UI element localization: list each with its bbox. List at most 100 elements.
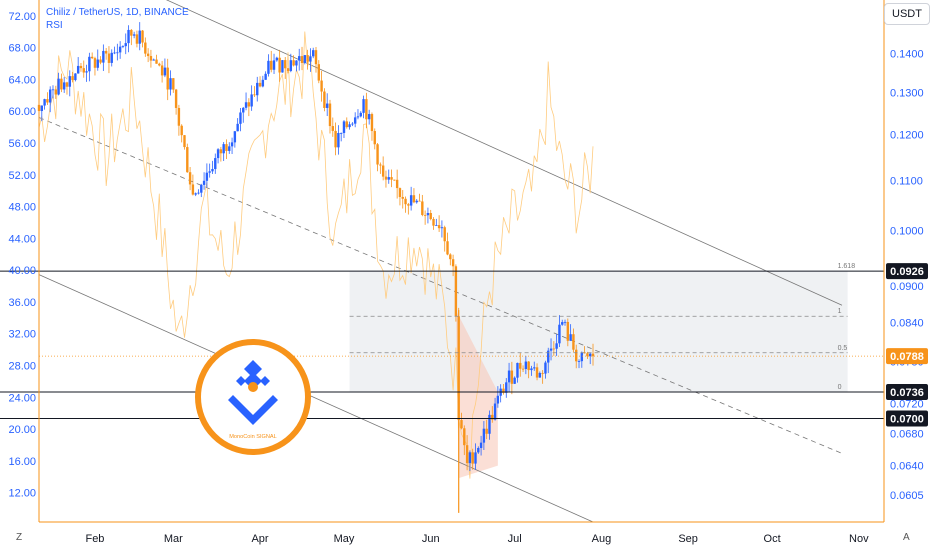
candle-body [325, 103, 329, 108]
candle-body [40, 105, 43, 112]
candle-body [239, 112, 242, 124]
candle-body [432, 219, 435, 226]
candle-body [93, 58, 97, 68]
rsi-series-line [38, 31, 594, 479]
fibonacci-level-label: 0 [838, 384, 842, 391]
x-tick-label: Feb [85, 533, 104, 545]
candle-body [124, 43, 127, 47]
candle-body [524, 361, 528, 369]
candle-body [460, 420, 463, 429]
candle-body [429, 213, 432, 220]
auto-scale-toggle[interactable]: A [903, 532, 910, 543]
candle-body [426, 213, 430, 216]
candle-body [510, 370, 514, 384]
candle-body [116, 52, 119, 54]
candle-body [421, 201, 424, 215]
candle-body [312, 50, 315, 57]
x-tick-label: Aug [592, 533, 612, 545]
candle-body [144, 42, 147, 54]
candle-body [381, 165, 385, 177]
candle-body [158, 63, 161, 66]
candle-body [320, 80, 323, 92]
candle-body [348, 124, 351, 128]
candle-body [331, 126, 334, 131]
left-tick-label: 56.00 [8, 138, 36, 150]
candle-body [236, 123, 239, 132]
candle-body [230, 142, 234, 147]
right-tick-label: 0.1100 [890, 176, 923, 188]
candle-body [337, 132, 340, 148]
fibonacci-level-label: 1 [838, 308, 842, 315]
candle-body [541, 372, 544, 374]
candle-body [407, 204, 410, 206]
price-tag-label: 0.0700 [890, 413, 924, 425]
candle-body [423, 214, 427, 216]
candle-body [267, 60, 270, 74]
candle-body [384, 176, 388, 180]
candle-body [376, 144, 379, 165]
symbol-title: Chiliz / TetherUS, 1D, BINANCE [46, 7, 189, 18]
candle-body [202, 180, 206, 185]
candle-body [418, 200, 421, 202]
candle-body [169, 78, 172, 90]
candle-body [339, 132, 343, 134]
currency-button[interactable]: USDT [884, 3, 930, 25]
price-tag-label: 0.0788 [890, 351, 924, 363]
candle-body [62, 82, 66, 90]
candle-body [79, 65, 83, 69]
candle-body [493, 403, 497, 420]
candle-body [463, 428, 466, 446]
candle-body [247, 102, 251, 107]
candle-body [572, 334, 575, 350]
candle-body [558, 324, 561, 344]
candle-body [289, 60, 293, 71]
candle-body [242, 107, 245, 113]
candle-body [292, 60, 295, 66]
price-tag-label: 0.0736 [890, 387, 924, 399]
right-tick-label: 0.1200 [890, 130, 924, 142]
candle-body [488, 414, 491, 434]
candle-body [152, 59, 155, 61]
candle-body [586, 353, 589, 357]
candle-body [160, 65, 164, 76]
x-tick-label: Apr [251, 533, 268, 545]
left-tick-label: 64.00 [8, 74, 36, 86]
candle-body [468, 452, 472, 464]
candle-body [401, 196, 404, 199]
right-tick-label: 0.0605 [890, 490, 924, 502]
right-tick-label: 0.1300 [890, 88, 924, 100]
candle-body [261, 79, 265, 87]
price-tag-box [886, 263, 928, 280]
candle-body [166, 67, 169, 90]
candle-body [583, 352, 586, 354]
binance-diamond-icon [228, 360, 278, 425]
channel-mid-line [38, 117, 843, 454]
candle-body [306, 55, 309, 62]
right-tick-label: 0.1400 [890, 49, 924, 61]
candle-body [295, 60, 298, 66]
watermark-badge: MonoCoin SIGNAL [195, 339, 311, 455]
indicator-label: RSI [46, 20, 63, 31]
right-tick-label: 0.0640 [890, 461, 924, 473]
candle-body [256, 82, 259, 96]
bitcoin-coin-icon [248, 382, 258, 392]
left-tick-label: 44.00 [8, 233, 36, 245]
candle-body [345, 121, 348, 128]
candle-body [379, 164, 382, 166]
candle-body [222, 144, 225, 154]
candle-body [194, 193, 197, 195]
candle-body [65, 82, 69, 87]
price-tag-label: 0.0926 [890, 266, 924, 278]
candle-body [454, 266, 458, 317]
candle-body [365, 99, 368, 120]
candle-body [440, 227, 444, 229]
candle-body [591, 353, 595, 357]
timezone-toggle[interactable]: Z [16, 532, 23, 543]
candle-body [465, 445, 469, 464]
candle-body [566, 321, 570, 341]
candle-body [135, 34, 139, 44]
candle-body [309, 56, 312, 62]
candle-body [538, 372, 542, 378]
candle-body [191, 184, 195, 195]
